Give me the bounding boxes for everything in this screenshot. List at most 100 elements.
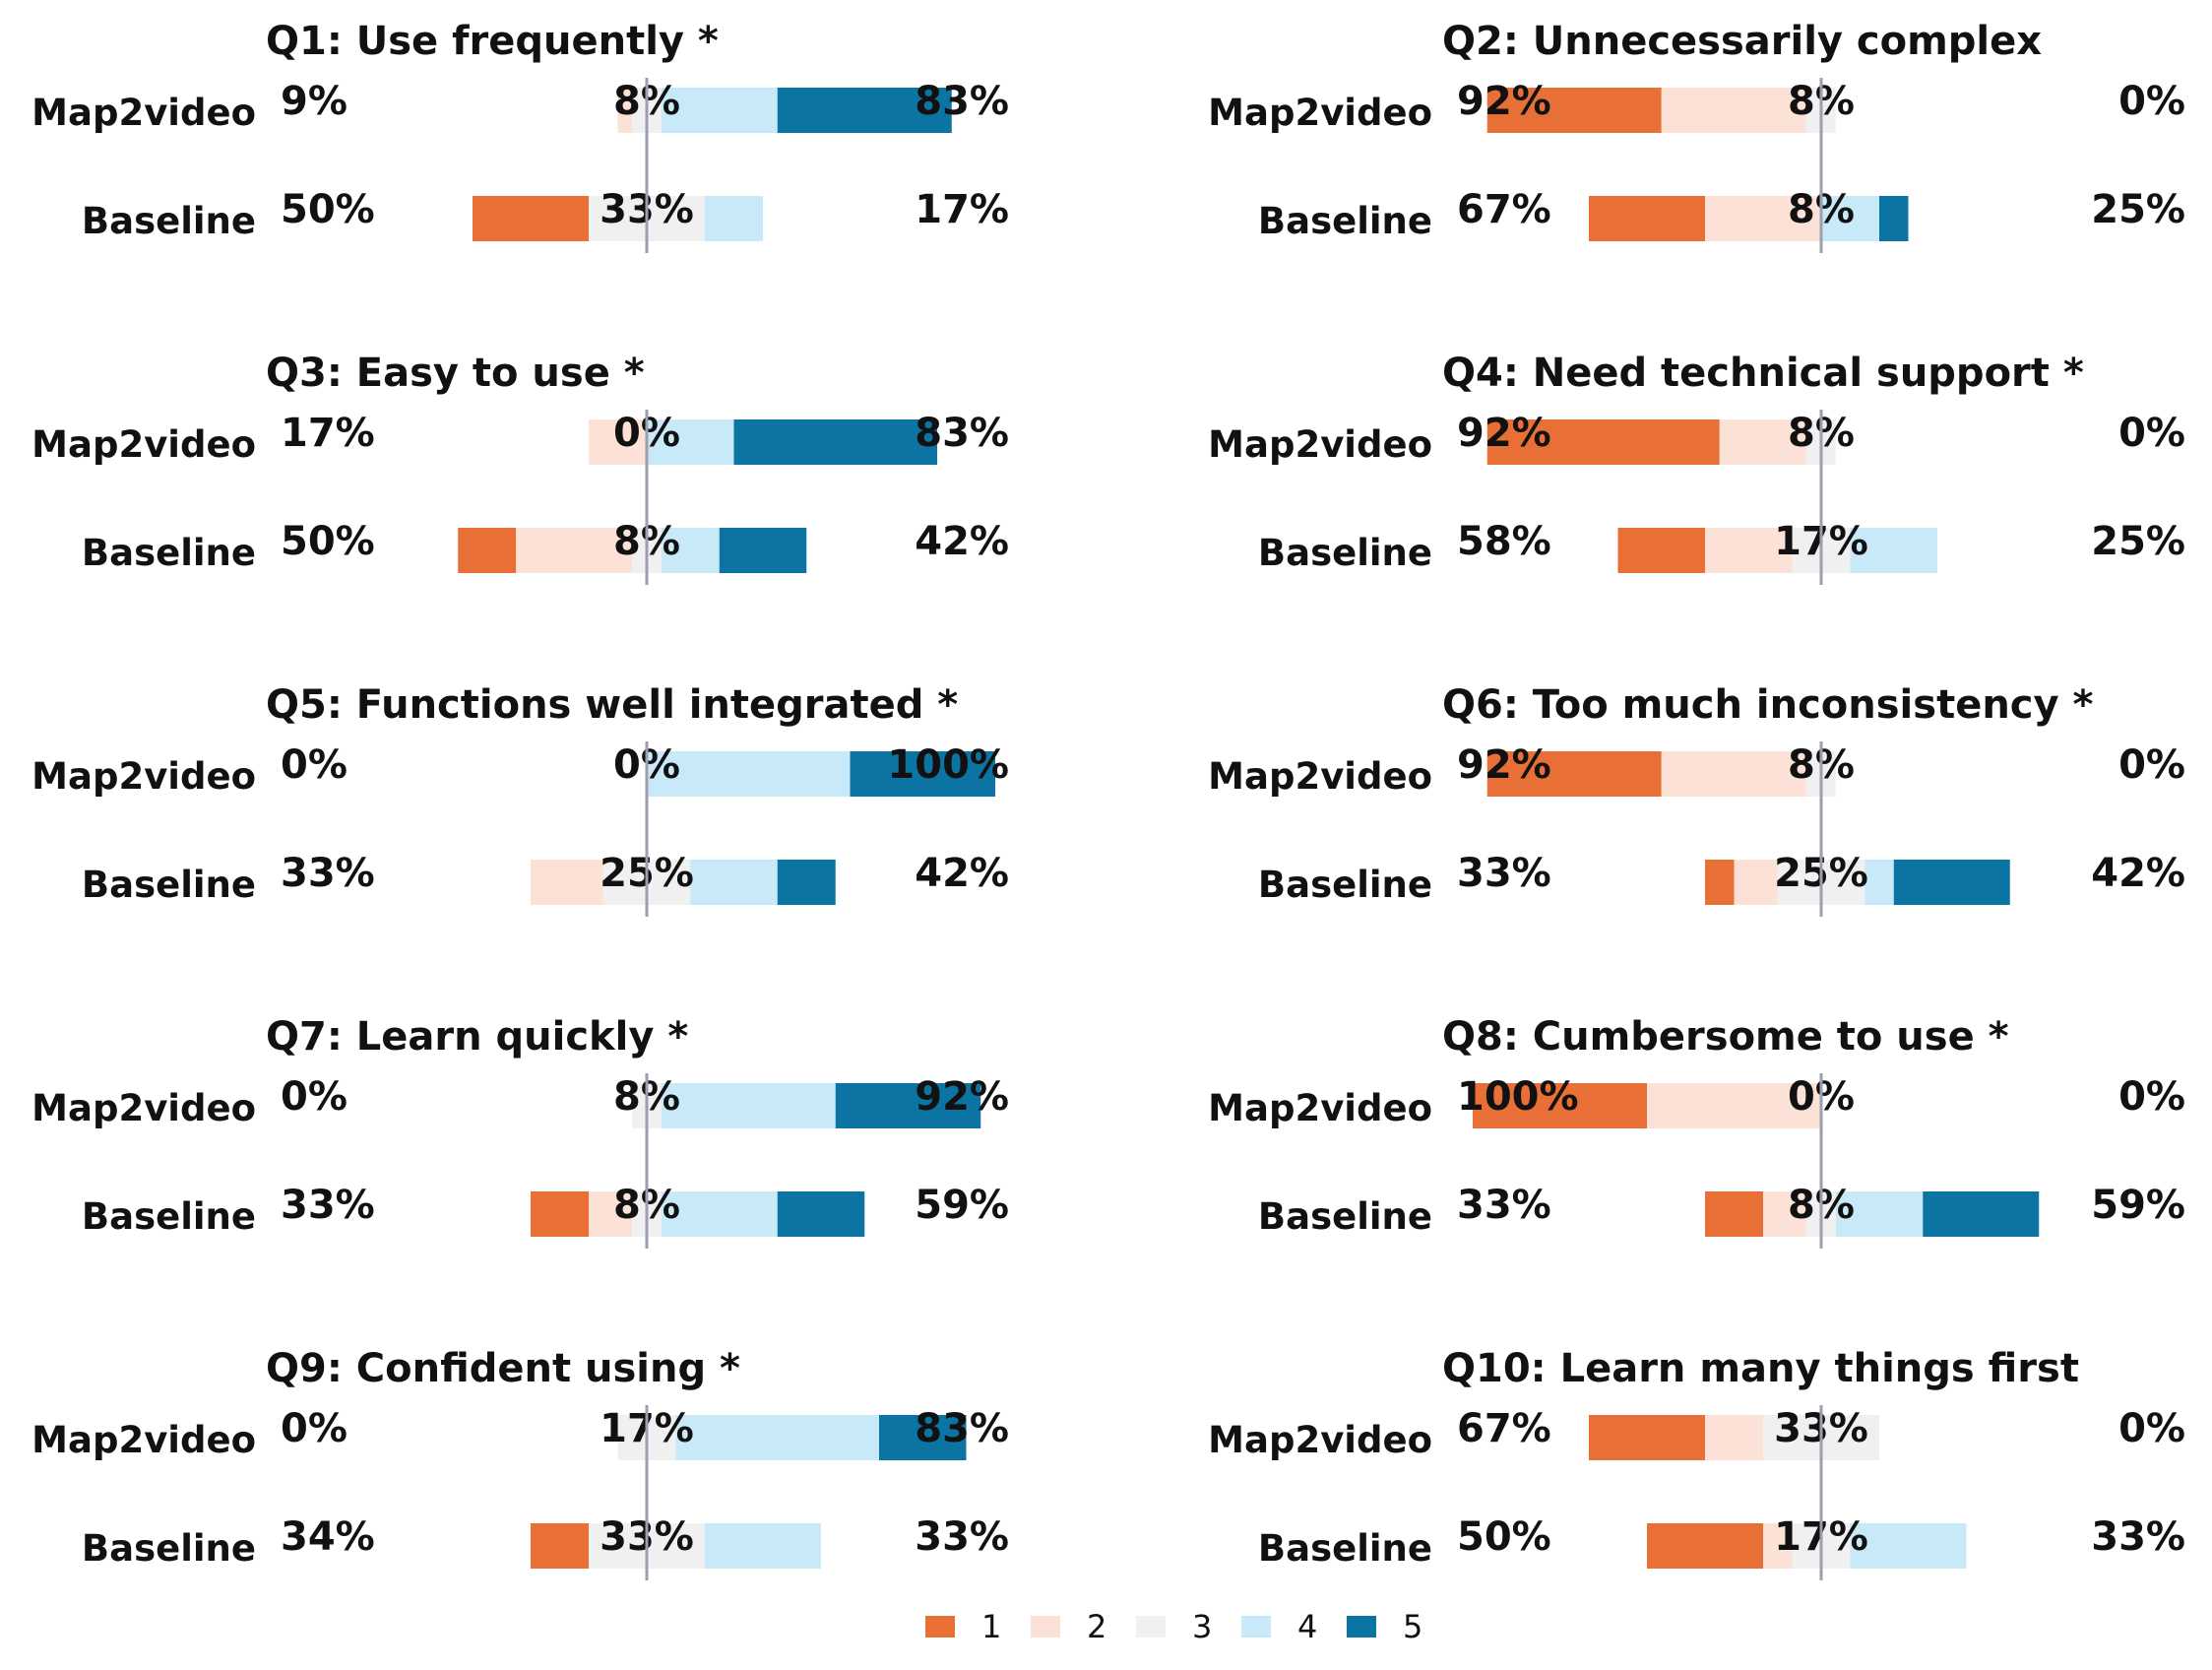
bar-segment-4 (1864, 860, 1894, 905)
positive-percent-label: 83% (915, 1406, 1009, 1451)
negative-percent-label: 9% (281, 79, 348, 124)
bar-segment-2 (1734, 860, 1778, 905)
negative-percent-label: 92% (1457, 79, 1551, 124)
panel-title: Q5: Functions well integrated * (266, 682, 958, 728)
panel-q7: Q7: Learn quickly *Map2video 0% 8% 92%Basel… (32, 1014, 1009, 1249)
bar-segment-1 (1589, 196, 1705, 241)
bar-segment-5 (1879, 196, 1909, 241)
positive-percent-label: 25% (2091, 519, 2185, 564)
bar-segment-1 (531, 1191, 589, 1237)
bar-segment-1 (1705, 860, 1735, 905)
bar-segment-5 (850, 751, 995, 797)
category-label: Baseline (1258, 1195, 1432, 1238)
bar-segment-2 (1661, 88, 1807, 133)
negative-percent-label: 33% (1457, 1183, 1551, 1228)
negative-percent-label: 100% (1457, 1074, 1579, 1120)
bar-segment-4 (1835, 1191, 1924, 1237)
category-label: Map2video (1208, 755, 1432, 798)
negative-percent-label: 33% (281, 851, 375, 896)
bar-segment-4 (647, 751, 851, 797)
bar-segment-2 (617, 88, 633, 133)
category-label: Baseline (1258, 200, 1432, 242)
category-label: Map2video (32, 1087, 256, 1129)
bar-segment-1 (1486, 751, 1662, 797)
bar-segment-1 (1589, 1415, 1705, 1460)
panel-title: Q3: Easy to use * (266, 351, 645, 396)
negative-percent-label: 0% (281, 1406, 348, 1451)
positive-percent-label: 0% (2118, 1074, 2185, 1120)
category-label: Baseline (82, 1527, 256, 1570)
category-label: Map2video (32, 1419, 256, 1461)
negative-percent-label: 92% (1457, 742, 1551, 788)
positive-percent-label: 42% (915, 851, 1009, 896)
bar-segment-1 (1486, 88, 1662, 133)
negative-percent-label: 34% (281, 1514, 375, 1560)
bar-segment-1 (1486, 419, 1720, 465)
negative-percent-label: 67% (1457, 1406, 1551, 1451)
negative-percent-label: 33% (1457, 851, 1551, 896)
category-label: Map2video (32, 755, 256, 798)
negative-percent-label: 50% (281, 187, 375, 232)
bar-segment-2 (1705, 1415, 1763, 1460)
category-label: Baseline (1258, 1527, 1432, 1570)
category-label: Baseline (82, 1195, 256, 1238)
legend-label: 1 (981, 1608, 1001, 1645)
positive-percent-label: 17% (915, 187, 1009, 232)
legend-label: 5 (1403, 1608, 1422, 1645)
bar-segment-4 (661, 88, 778, 133)
bar-segment-4 (1850, 528, 1937, 573)
panel-title: Q4: Need technical support * (1442, 351, 2084, 396)
panel-q4: Q4: Need technical support *Map2video 92%… (1208, 351, 2185, 585)
positive-percent-label: 92% (915, 1074, 1009, 1120)
bar-segment-1 (531, 1523, 589, 1569)
bar-segment-4 (1850, 1523, 1967, 1569)
bar-segment-4 (675, 1415, 879, 1460)
category-label: Baseline (82, 864, 256, 906)
positive-percent-label: 100% (887, 742, 1009, 788)
bar-segment-2 (1705, 528, 1793, 573)
panel-title: Q6: Too much inconsistency * (1442, 682, 2094, 728)
legend-swatch-5 (1347, 1616, 1376, 1638)
negative-percent-label: 50% (1457, 1514, 1551, 1560)
negative-percent-label: 50% (281, 519, 375, 564)
bar-segment-1 (1647, 1523, 1763, 1569)
legend-swatch-4 (1241, 1616, 1271, 1638)
negative-percent-label: 17% (281, 411, 375, 456)
negative-percent-label: 92% (1457, 411, 1551, 456)
panel-q9: Q9: Confident using *Map2video 0% 17% 83%Ba… (32, 1346, 1009, 1580)
bar-segment-4 (647, 419, 734, 465)
panel-q3: Q3: Easy to use *Map2video 17% 0% 83%Baseli… (32, 351, 1009, 585)
positive-percent-label: 42% (2091, 851, 2185, 896)
bar-segment-2 (1763, 1523, 1793, 1569)
negative-percent-label: 67% (1457, 187, 1551, 232)
panel-title: Q9: Confident using * (266, 1346, 740, 1391)
legend-label: 3 (1192, 1608, 1212, 1645)
positive-percent-label: 83% (915, 411, 1009, 456)
panel-title: Q2: Unnecessarily complex (1442, 19, 2042, 64)
bar-segment-2 (589, 419, 647, 465)
legend-swatch-1 (925, 1616, 955, 1638)
bar-segment-1 (458, 528, 517, 573)
category-label: Map2video (32, 92, 256, 134)
positive-percent-label: 59% (915, 1183, 1009, 1228)
legend-swatch-2 (1031, 1616, 1060, 1638)
bar-segment-2 (1763, 1191, 1807, 1237)
panel-q6: Q6: Too much inconsistency *Map2video 92%… (1208, 682, 2185, 917)
legend-label: 4 (1297, 1608, 1317, 1645)
positive-percent-label: 59% (2091, 1183, 2185, 1228)
bar-segment-2 (516, 528, 633, 573)
category-label: Map2video (1208, 1087, 1432, 1129)
bar-segment-1 (1473, 1083, 1647, 1128)
bar-segment-5 (777, 860, 836, 905)
bar-segment-5 (1923, 1191, 2040, 1237)
negative-percent-label: 58% (1457, 519, 1551, 564)
bar-segment-4 (661, 1083, 836, 1128)
negative-percent-label: 33% (281, 1183, 375, 1228)
bar-segment-2 (531, 860, 603, 905)
category-label: Map2video (1208, 92, 1432, 134)
panel-q5: Q5: Functions well integrated *Map2video… (32, 682, 1009, 917)
category-label: Baseline (82, 200, 256, 242)
bar-segment-4 (661, 528, 720, 573)
positive-percent-label: 0% (2118, 742, 2185, 788)
